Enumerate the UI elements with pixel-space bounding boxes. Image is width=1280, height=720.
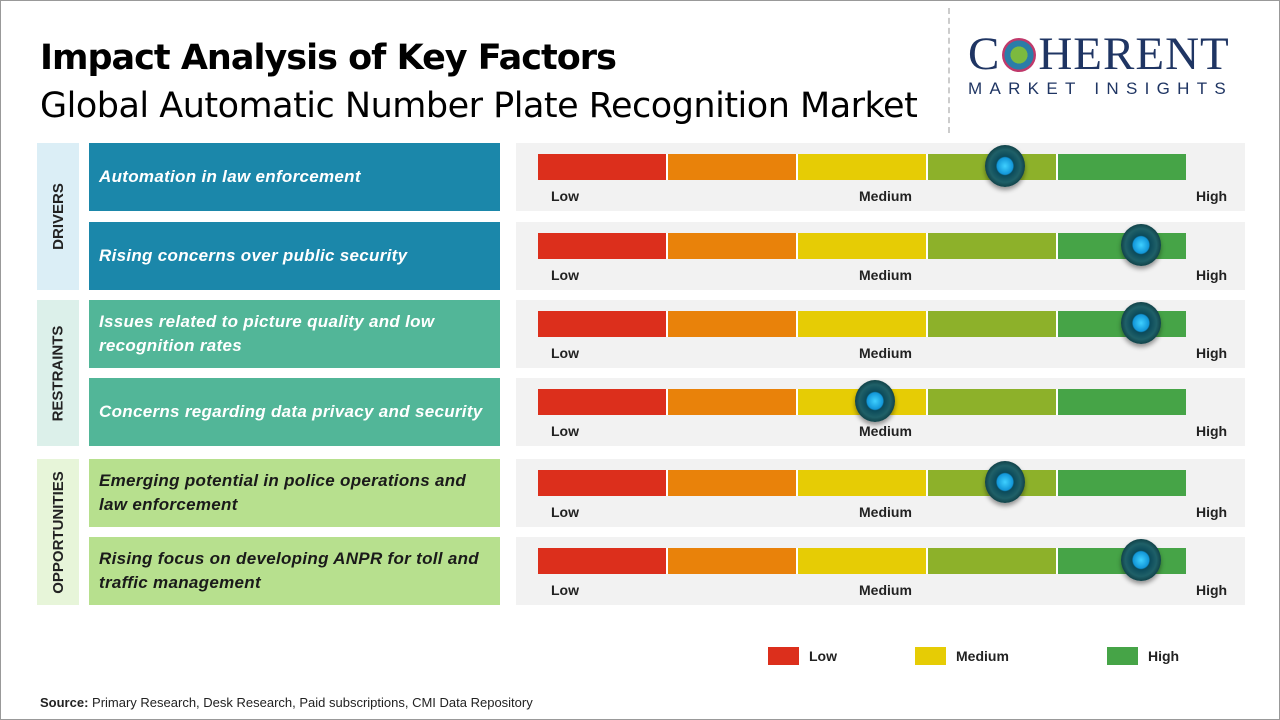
gauge-segment <box>668 470 798 496</box>
gauge-segment <box>538 470 668 496</box>
gauge-segment <box>798 233 928 259</box>
gauge-segment <box>538 311 668 337</box>
category-drivers: DRIVERS <box>37 143 79 290</box>
medium-label: Medium <box>859 582 912 598</box>
category-opportunities: OPPORTUNITIES <box>37 459 79 605</box>
medium-label: Medium <box>859 345 912 361</box>
low-label: Low <box>551 345 579 361</box>
logo: C HERENT MARKET INSIGHTS <box>968 31 1263 99</box>
legend-low: Low <box>768 647 837 665</box>
gauge-bar <box>538 470 1186 496</box>
impact-marker <box>984 461 1025 503</box>
impact-gauge: Low Medium High <box>516 300 1245 368</box>
gauge-bar <box>538 233 1186 259</box>
medium-label: Medium <box>859 188 912 204</box>
gauge-segment <box>928 233 1058 259</box>
low-label: Low <box>551 504 579 520</box>
factor-label: Rising concerns over public security <box>89 222 500 290</box>
factor-label: Rising focus on developing ANPR for toll… <box>89 537 500 605</box>
gauge-segment <box>668 311 798 337</box>
gauge-segment <box>1058 154 1186 180</box>
gauge-segment <box>668 548 798 574</box>
gauge-segment <box>668 233 798 259</box>
gauge-bar <box>538 311 1186 337</box>
logo-subtitle: MARKET INSIGHTS <box>968 79 1234 98</box>
medium-label: Medium <box>859 504 912 520</box>
globe-icon <box>1002 37 1037 72</box>
factor-label: Automation in law enforcement <box>89 143 500 211</box>
gauge-segment <box>668 154 798 180</box>
impact-gauge: Low Medium High <box>516 222 1245 290</box>
gauge-segment <box>928 389 1058 415</box>
gauge-segment <box>668 389 798 415</box>
legend-high: High <box>1107 647 1179 665</box>
medium-label: Medium <box>859 423 912 439</box>
impact-marker <box>984 145 1025 187</box>
legend-medium: Medium <box>915 647 1009 665</box>
gauge-segment <box>1058 389 1186 415</box>
gauge-segment <box>538 548 668 574</box>
high-label: High <box>1196 267 1228 283</box>
gauge-bar <box>538 389 1186 415</box>
factor-label: Issues related to picture quality and lo… <box>89 300 500 368</box>
gauge-segment <box>798 311 928 337</box>
gauge-segment <box>928 311 1058 337</box>
gauge-segment <box>798 154 928 180</box>
impact-gauge: Low Medium High <box>516 143 1245 211</box>
impact-marker <box>1120 224 1161 266</box>
source-note: Source: Primary Research, Desk Research,… <box>40 695 533 710</box>
high-label: High <box>1196 504 1228 520</box>
factor-label: Emerging potential in police operations … <box>89 459 500 527</box>
impact-marker <box>1120 539 1161 581</box>
high-label: High <box>1196 582 1228 598</box>
high-label: High <box>1196 188 1228 204</box>
high-label: High <box>1196 345 1228 361</box>
low-label: Low <box>551 582 579 598</box>
gauge-segment <box>538 389 668 415</box>
low-label: Low <box>551 188 579 204</box>
high-label: High <box>1196 423 1228 439</box>
impact-gauge: Low Medium High <box>516 378 1245 446</box>
gauge-segment <box>798 470 928 496</box>
category-restraints: RESTRAINTS <box>37 300 79 446</box>
medium-label: Medium <box>859 267 912 283</box>
impact-marker <box>1120 302 1161 344</box>
page-title: Impact Analysis of Key Factors <box>40 38 617 78</box>
page-subtitle: Global Automatic Number Plate Recognitio… <box>40 86 918 126</box>
gauge-segment <box>928 548 1058 574</box>
gauge-segment <box>538 233 668 259</box>
divider <box>948 8 950 133</box>
impact-gauge: Low Medium High <box>516 537 1245 605</box>
gauge-segment <box>538 154 668 180</box>
gauge-segment <box>1058 470 1186 496</box>
low-label: Low <box>551 267 579 283</box>
impact-gauge: Low Medium High <box>516 459 1245 527</box>
gauge-segment <box>798 548 928 574</box>
gauge-bar <box>538 154 1186 180</box>
impact-marker <box>854 380 895 422</box>
low-label: Low <box>551 423 579 439</box>
gauge-bar <box>538 548 1186 574</box>
factor-label: Concerns regarding data privacy and secu… <box>89 378 500 446</box>
